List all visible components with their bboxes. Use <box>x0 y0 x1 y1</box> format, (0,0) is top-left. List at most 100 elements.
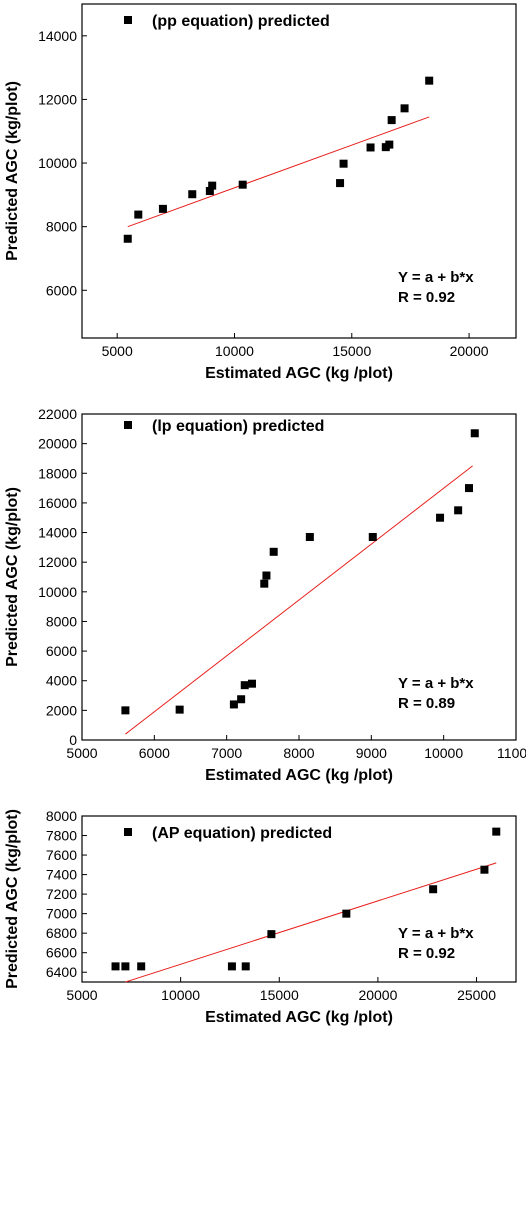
data-point <box>342 909 351 918</box>
y-tick-label: 8000 <box>46 613 77 629</box>
data-point <box>480 865 489 874</box>
y-tick-label: 14000 <box>38 28 77 44</box>
x-tick-label: 9000 <box>356 745 387 761</box>
data-point <box>305 532 314 541</box>
data-point <box>237 695 246 704</box>
x-tick-label: 10000 <box>161 987 200 1003</box>
fit-annotation: Y = a + b*x <box>398 675 474 692</box>
y-tick-label: 7800 <box>46 828 77 844</box>
data-point <box>368 532 377 541</box>
data-point <box>247 679 256 688</box>
y-tick-label: 12000 <box>38 554 77 570</box>
data-point <box>269 547 278 556</box>
x-tick-label: 10000 <box>215 343 254 359</box>
y-tick-label: 6600 <box>46 945 77 961</box>
y-tick-label: 22000 <box>38 406 77 422</box>
fit-line <box>125 465 473 735</box>
data-point <box>205 187 214 196</box>
y-tick-label: 12000 <box>38 91 77 107</box>
data-point <box>267 930 276 939</box>
data-point <box>425 76 434 85</box>
x-tick-label: 25000 <box>457 987 496 1003</box>
data-point <box>470 429 479 438</box>
data-point <box>436 513 445 522</box>
data-point <box>492 827 501 836</box>
data-point <box>260 579 269 588</box>
data-point <box>429 885 438 894</box>
x-tick-label: 6000 <box>139 745 170 761</box>
y-tick-label: 8000 <box>46 808 77 824</box>
x-axis-title: Estimated AGC (kg /plot) <box>205 767 393 784</box>
data-point <box>262 571 271 580</box>
x-tick-label: 15000 <box>260 987 299 1003</box>
data-point <box>134 210 143 219</box>
x-tick-label: 5000 <box>102 343 133 359</box>
y-tick-label: 8000 <box>46 219 77 235</box>
x-tick-label: 10000 <box>424 745 463 761</box>
data-point <box>366 143 375 152</box>
y-tick-label: 7200 <box>46 886 77 902</box>
x-axis-title: Estimated AGC (kg /plot) <box>205 365 393 382</box>
x-tick-label: 5000 <box>66 987 97 1003</box>
data-point <box>229 700 238 709</box>
fit-annotation: R = 0.92 <box>398 945 455 962</box>
data-point <box>400 104 409 113</box>
data-point <box>241 962 250 971</box>
data-point <box>227 962 236 971</box>
y-tick-label: 18000 <box>38 465 77 481</box>
data-point <box>111 962 120 971</box>
legend-marker <box>124 16 132 24</box>
x-tick-label: 20000 <box>358 987 397 1003</box>
data-point <box>121 706 130 715</box>
y-axis-title: Predicted AGC (kg/plot) <box>4 81 21 261</box>
data-point <box>454 506 463 515</box>
data-point <box>240 681 249 690</box>
x-tick-label: 5000 <box>66 745 97 761</box>
data-point <box>336 179 345 188</box>
fit-annotation: R = 0.92 <box>398 289 455 306</box>
y-tick-label: 10000 <box>38 155 77 171</box>
y-tick-label: 2000 <box>46 702 77 718</box>
y-tick-label: 6000 <box>46 282 77 298</box>
y-tick-label: 4000 <box>46 673 77 689</box>
y-tick-label: 7000 <box>46 906 77 922</box>
y-tick-label: 14000 <box>38 525 77 541</box>
data-point <box>387 116 396 125</box>
legend-label: (lp equation) predicted <box>152 418 324 435</box>
y-tick-label: 7600 <box>46 847 77 863</box>
data-point <box>158 204 167 213</box>
legend-label: (AP equation) predicted <box>152 825 332 842</box>
fit-annotation: R = 0.89 <box>398 695 455 712</box>
fit-line <box>127 116 430 228</box>
fit-annotation: Y = a + b*x <box>398 925 474 942</box>
data-point <box>175 705 184 714</box>
plot-frame <box>81 3 517 339</box>
legend-label: (pp equation) predicted <box>152 13 330 30</box>
legend-marker <box>124 828 132 836</box>
y-tick-label: 7400 <box>46 867 77 883</box>
x-tick-label: 7000 <box>211 745 242 761</box>
data-point <box>188 190 197 199</box>
y-tick-label: 6400 <box>46 964 77 980</box>
data-point <box>339 159 348 168</box>
x-axis-title: Estimated AGC (kg /plot) <box>205 1009 393 1026</box>
x-tick-label: 8000 <box>283 745 314 761</box>
fit-annotation: Y = a + b*x <box>398 269 474 286</box>
legend-marker <box>124 421 132 429</box>
data-point <box>137 962 146 971</box>
y-tick-label: 10000 <box>38 584 77 600</box>
y-axis-title: Predicted AGC (kg/plot) <box>4 809 21 989</box>
data-point <box>464 484 473 493</box>
data-point <box>385 140 394 149</box>
data-point <box>121 962 130 971</box>
data-point <box>208 181 217 190</box>
data-point <box>123 234 132 243</box>
chart-1: 5000 10000 15000 20000 6000 8000 10000 12000 140… <box>4 3 517 382</box>
y-tick-label: 16000 <box>38 495 77 511</box>
plot-frame <box>81 815 517 983</box>
y-tick-label: 0 <box>69 732 77 748</box>
fit-line <box>125 862 497 983</box>
